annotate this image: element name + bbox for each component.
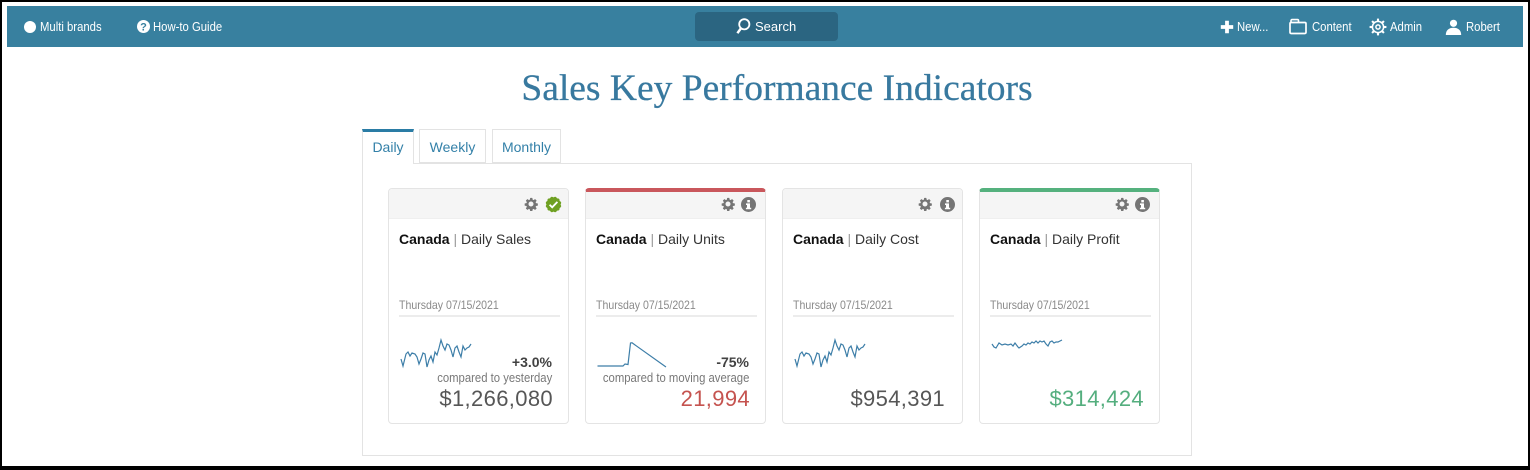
svg-text:?: ? bbox=[140, 22, 147, 33]
